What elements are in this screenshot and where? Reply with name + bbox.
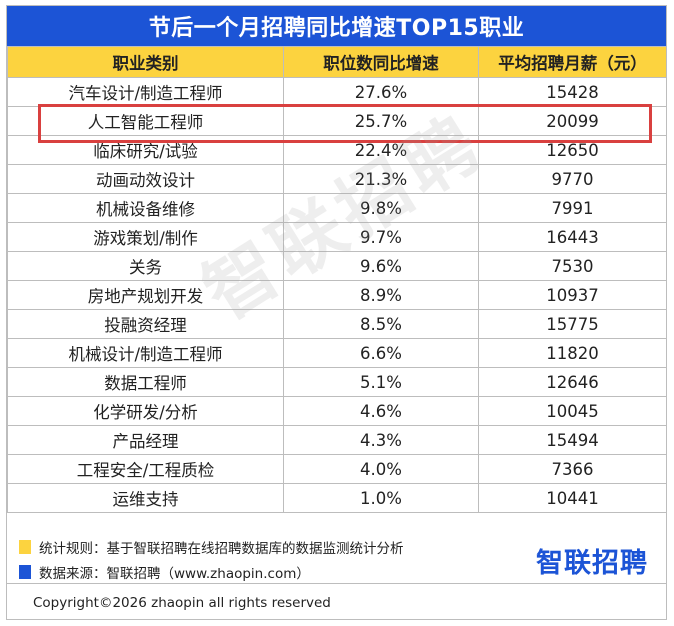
cell-growth: 21.3% bbox=[283, 164, 479, 194]
table-frame bbox=[6, 5, 667, 620]
note-rule: 统计规则：基于智联招聘在线招聘数据库的数据监测统计分析 bbox=[19, 537, 404, 557]
page-title: 节后一个月招聘同比增速TOP15职业 bbox=[7, 6, 666, 46]
cell-salary: 15494 bbox=[478, 425, 667, 455]
cell-occupation: 机械设计/制造工程师 bbox=[7, 338, 284, 368]
cell-occupation: 汽车设计/制造工程师 bbox=[7, 77, 284, 107]
cell-growth: 27.6% bbox=[283, 77, 479, 107]
divider bbox=[7, 583, 666, 584]
header-growth: 职位数同比增速 bbox=[283, 46, 479, 78]
table-row: 汽车设计/制造工程师 27.6% 15428 bbox=[7, 77, 667, 107]
cell-growth: 6.6% bbox=[283, 338, 479, 368]
ranking-table: 职业类别 职位数同比增速 平均招聘月薪（元） 汽车设计/制造工程师 27.6% 15… bbox=[7, 46, 667, 513]
table-row: 投融资经理 8.5% 15775 bbox=[7, 309, 667, 339]
table-row: 人工智能工程师 25.7% 20099 bbox=[7, 106, 667, 136]
cell-growth: 22.4% bbox=[283, 135, 479, 165]
cell-salary: 10441 bbox=[478, 483, 667, 513]
table-row: 关务 9.6% 7530 bbox=[7, 251, 667, 281]
blue-square-icon bbox=[19, 565, 31, 579]
table-row: 房地产规划开发 8.9% 10937 bbox=[7, 280, 667, 310]
note-source-text: 数据来源：智联招聘（www.zhaopin.com） bbox=[39, 566, 310, 582]
table-row: 机械设备维修 9.8% 7991 bbox=[7, 193, 667, 223]
cell-occupation: 人工智能工程师 bbox=[7, 106, 284, 136]
cell-growth: 8.9% bbox=[283, 280, 479, 310]
table-row: 游戏策划/制作 9.7% 16443 bbox=[7, 222, 667, 252]
table-row: 产品经理 4.3% 15494 bbox=[7, 425, 667, 455]
cell-occupation: 化学研发/分析 bbox=[7, 396, 284, 426]
cell-growth: 25.7% bbox=[283, 106, 479, 136]
cell-occupation: 产品经理 bbox=[7, 425, 284, 455]
cell-occupation: 动画动效设计 bbox=[7, 164, 284, 194]
copyright: Copyright©2026 zhaopin all rights reserv… bbox=[33, 595, 331, 611]
cell-growth: 5.1% bbox=[283, 367, 479, 397]
table-row: 运维支持 1.0% 10441 bbox=[7, 483, 667, 513]
zhaopin-logo: 智联招聘 bbox=[536, 548, 648, 579]
table-row: 动画动效设计 21.3% 9770 bbox=[7, 164, 667, 194]
cell-occupation: 房地产规划开发 bbox=[7, 280, 284, 310]
table-row: 化学研发/分析 4.6% 10045 bbox=[7, 396, 667, 426]
cell-occupation: 数据工程师 bbox=[7, 367, 284, 397]
cell-salary: 16443 bbox=[478, 222, 667, 252]
cell-growth: 8.5% bbox=[283, 309, 479, 339]
table-header-row: 职业类别 职位数同比增速 平均招聘月薪（元） bbox=[7, 46, 667, 78]
cell-growth: 9.7% bbox=[283, 222, 479, 252]
cell-salary: 10937 bbox=[478, 280, 667, 310]
cell-occupation: 投融资经理 bbox=[7, 309, 284, 339]
cell-occupation: 游戏策划/制作 bbox=[7, 222, 284, 252]
cell-growth: 1.0% bbox=[283, 483, 479, 513]
cell-occupation: 机械设备维修 bbox=[7, 193, 284, 223]
cell-salary: 9770 bbox=[478, 164, 667, 194]
table-row: 工程安全/工程质检 4.0% 7366 bbox=[7, 454, 667, 484]
note-rule-text: 统计规则：基于智联招聘在线招聘数据库的数据监测统计分析 bbox=[39, 541, 404, 557]
footer: 统计规则：基于智联招聘在线招聘数据库的数据监测统计分析 数据来源：智联招聘（ww… bbox=[7, 527, 666, 619]
note-source: 数据来源：智联招聘（www.zhaopin.com） bbox=[19, 562, 310, 582]
cell-salary: 7530 bbox=[478, 251, 667, 281]
cell-salary: 12650 bbox=[478, 135, 667, 165]
yellow-square-icon bbox=[19, 540, 31, 554]
table-row: 机械设计/制造工程师 6.6% 11820 bbox=[7, 338, 667, 368]
header-salary: 平均招聘月薪（元） bbox=[478, 46, 667, 78]
table-row: 临床研究/试验 22.4% 12650 bbox=[7, 135, 667, 165]
cell-occupation: 关务 bbox=[7, 251, 284, 281]
cell-occupation: 工程安全/工程质检 bbox=[7, 454, 284, 484]
cell-growth: 4.3% bbox=[283, 425, 479, 455]
header-occupation: 职业类别 bbox=[7, 46, 284, 78]
cell-salary: 7991 bbox=[478, 193, 667, 223]
cell-salary: 11820 bbox=[478, 338, 667, 368]
cell-salary: 12646 bbox=[478, 367, 667, 397]
cell-growth: 9.6% bbox=[283, 251, 479, 281]
cell-occupation: 临床研究/试验 bbox=[7, 135, 284, 165]
table-row: 数据工程师 5.1% 12646 bbox=[7, 367, 667, 397]
cell-growth: 4.6% bbox=[283, 396, 479, 426]
cell-growth: 9.8% bbox=[283, 193, 479, 223]
cell-occupation: 运维支持 bbox=[7, 483, 284, 513]
cell-salary: 7366 bbox=[478, 454, 667, 484]
cell-salary: 15775 bbox=[478, 309, 667, 339]
cell-salary: 10045 bbox=[478, 396, 667, 426]
cell-growth: 4.0% bbox=[283, 454, 479, 484]
cell-salary: 20099 bbox=[478, 106, 667, 136]
cell-salary: 15428 bbox=[478, 77, 667, 107]
